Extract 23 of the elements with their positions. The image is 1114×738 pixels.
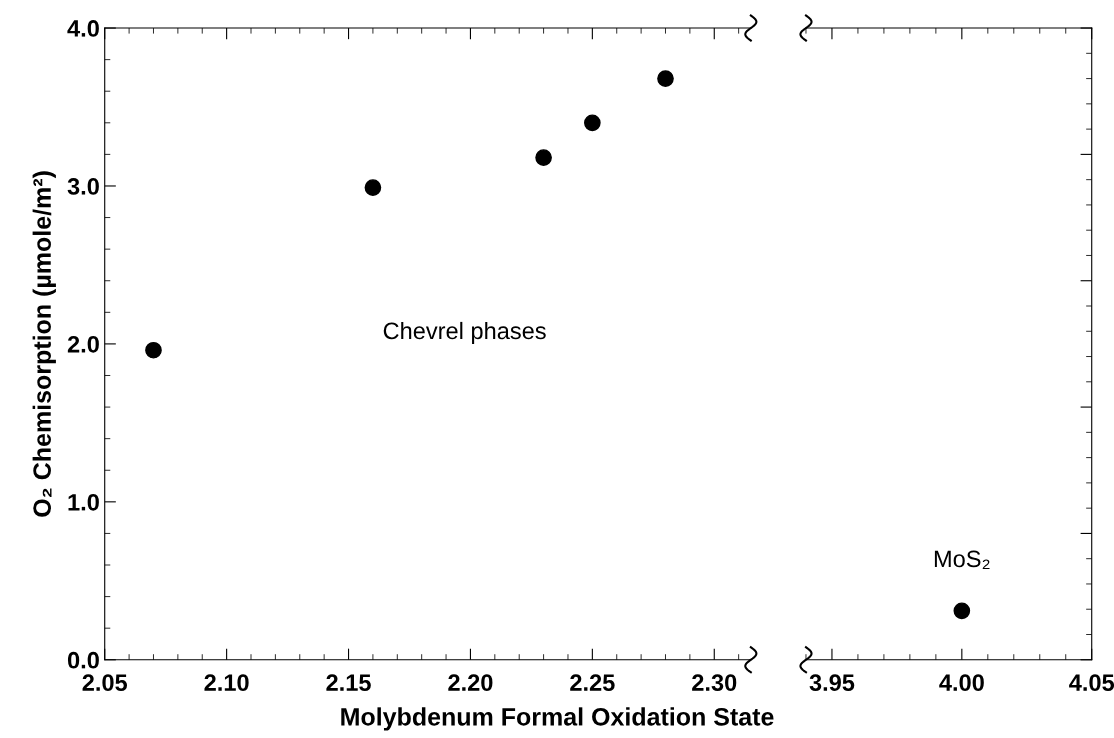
x-tick-label: 2.10 — [204, 674, 249, 691]
x-tick-label: 2.25 — [570, 674, 615, 691]
x-tick-label: 3.95 — [809, 674, 855, 692]
y-tick-label: 1.0 — [68, 493, 99, 511]
x-tick-label: 2.05 — [82, 674, 128, 691]
x-tick-label: 2.15 — [326, 674, 371, 691]
point — [535, 149, 552, 166]
y-axis-title: O₂ Chemisorption (µmole/m²) — [32, 171, 56, 517]
annotation: Chevrel phases — [383, 321, 546, 344]
point — [364, 179, 382, 196]
annotation: MoS₂ — [934, 550, 990, 570]
x-tick-label: 4.05 — [1069, 674, 1114, 691]
x-tick-label: 2.20 — [448, 674, 493, 691]
y-tick-label: 2.0 — [67, 335, 99, 353]
x-tick-label: 2.30 — [692, 674, 737, 692]
point — [657, 70, 674, 87]
y-tick-label: 3.0 — [67, 178, 99, 195]
y-tick-label: 0.0 — [67, 651, 99, 669]
point — [584, 114, 601, 132]
x-tick-label: 4.00 — [939, 674, 984, 691]
y-tick-label: 4.0 — [67, 20, 99, 37]
point — [145, 341, 162, 359]
x-axis-title: Molybdenum Formal Oxidation State — [341, 707, 774, 731]
